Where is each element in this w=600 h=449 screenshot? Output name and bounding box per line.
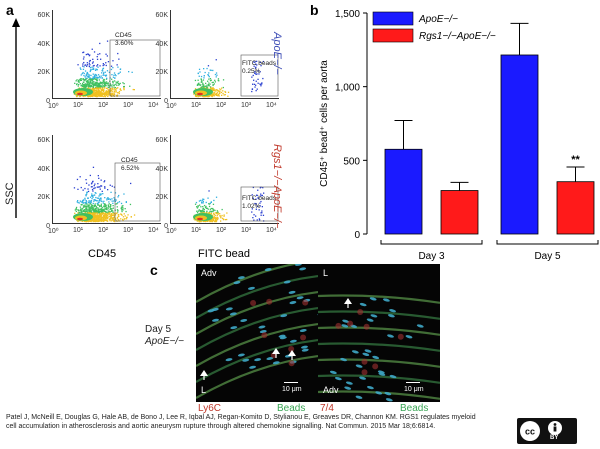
panel-c-letter: c [150,262,158,278]
flow-density-2 [171,10,279,98]
ssc-axis-label: SSC [4,182,16,205]
flow-x-tick-label: 10³ [241,227,251,234]
category-bracket [381,240,482,244]
citation-caption: Patel J, McNeill E, Douglas G, Hale AB, … [6,414,486,431]
flow-y-tick-label: 20K [34,194,50,201]
row-label-apoe: ApoE−/− [271,32,283,75]
flow-x-tick-label: 10² [216,227,226,234]
flow-y-tick-label: 40K [152,166,168,173]
flow-y-tick-label: 20K [152,194,168,201]
bar-chart: 0 500 1,000 1,500 CD45⁺ bead⁺ cells per aort… [305,0,600,262]
x-axis-label-cd45: CD45 [88,248,116,260]
flow-y-tick-label: 20K [152,69,168,76]
flow-x-tick-label: 10¹ [191,102,201,109]
flow-x-tick-label: 10⁰ [48,102,59,110]
legend-label: ApoE−/− [418,14,458,25]
significance-marker: ** [571,154,580,166]
y-tick-label: 1,500 [335,9,360,20]
flow-plot-cd45-rgs1 [52,135,161,224]
legend-swatch [373,12,413,25]
flow-plot-fitc-apoe [170,10,279,99]
flow-x-tick-label: 10¹ [73,102,83,109]
panel-a-letter: a [6,2,14,18]
micrograph-ly6c: Adv L 10 μm [196,264,318,402]
cc-by-license-badge: cc BY [517,418,577,444]
flow-x-tick-label: 10⁴ [148,227,159,234]
flow-x-tick-label: 10² [98,227,108,234]
y-tick-label: 500 [343,156,360,167]
scale-bar-1 [284,382,298,383]
micrograph-2-label-bottom: Adv [323,385,339,395]
x-axis-label-fitc: FITC bead [198,248,250,260]
flow-x-tick-label: 10¹ [73,227,83,234]
bar-day-5-series-0 [501,55,538,234]
micrograph-1-label-top: Adv [201,268,217,278]
flow-x-tick-label: 10⁴ [148,102,159,109]
y-axis-label: CD45⁺ bead⁺ cells per aorta [319,60,330,187]
stain-label-beads-2: Beads [400,403,428,414]
panel-c-row-label-day: Day 5 [145,324,171,335]
flow-y-tick-label: 60K [34,137,50,144]
flow-x-tick-label: 10³ [123,227,133,234]
legend-label: Rgs1−/−ApoE−/− [419,31,496,42]
flow-x-tick-label: 10¹ [191,227,201,234]
bar-day-3-series-1 [441,191,478,234]
flow-y-tick-label: 60K [152,12,168,19]
gate-label-bottom-left: CD45 6.52% [121,157,139,173]
flow-y-tick-label: 40K [34,166,50,173]
micrograph-7-4: L Adv 10 μm [318,264,440,402]
legend-swatch [373,29,413,42]
flow-x-tick-label: 10⁰ [166,227,177,235]
micrograph-1-label-bottom: L [201,385,206,395]
y-tick-label: 1,000 [335,83,360,94]
y-tick-label: 0 [354,230,360,241]
stain-label-ly6c: Ly6C [198,403,221,414]
x-category-label: Day 3 [418,251,445,262]
stain-label-7-4: 7/4 [320,403,334,414]
flow-y-tick-label: 40K [152,41,168,48]
micrograph-ly6c-image [196,264,318,402]
cc-by-text: BY [550,435,558,441]
gate-label-top-left: CD45 3.60% [115,32,133,48]
bar-day-5-series-1 [557,182,594,234]
cc-logo-icon: cc [517,418,577,444]
flow-x-tick-label: 10⁴ [266,102,277,109]
micrograph-7-4-image [318,264,440,402]
flow-x-tick-label: 10² [98,102,108,109]
flow-y-tick-label: 20K [34,69,50,76]
flow-y-tick-label: 60K [34,12,50,19]
svg-text:cc: cc [525,427,535,437]
micrograph-2-label-top: L [323,268,328,278]
flow-density-3 [53,135,161,223]
flow-x-tick-label: 10⁰ [166,102,177,110]
flow-y-tick-label: 60K [152,137,168,144]
stain-label-beads-1: Beads [277,403,305,414]
x-category-label: Day 5 [534,251,561,262]
category-bracket [497,240,598,244]
micrograph-1-scale: 10 μm [282,386,302,393]
flow-x-tick-label: 10⁰ [48,227,59,235]
bar-day-3-series-0 [385,149,422,234]
flow-y-tick-label: 40K [34,41,50,48]
row-label-rgs1: Rgs1−/−ApoE−/− [271,144,283,228]
flow-plot-cd45-apoe [52,10,161,99]
flow-density-1 [53,10,161,98]
flow-x-tick-label: 10² [216,102,226,109]
scale-bar-2 [406,382,420,383]
micrograph-2-scale: 10 μm [404,386,424,393]
flow-x-tick-label: 10³ [241,102,251,109]
panel-c-row-label-genotype: ApoE−/− [145,336,184,347]
flow-x-tick-label: 10³ [123,102,133,109]
